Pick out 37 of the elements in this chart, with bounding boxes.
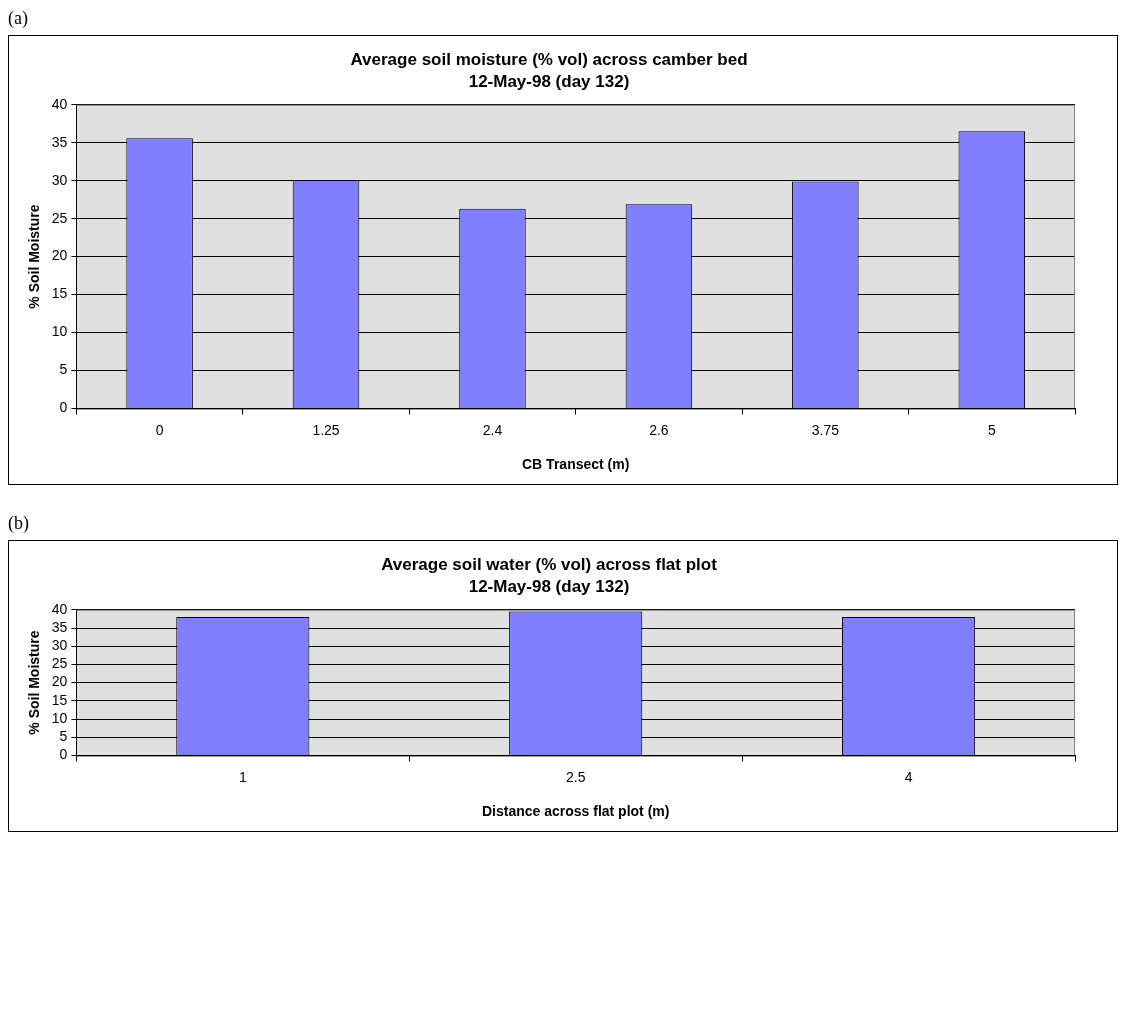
y-tick-label: 10 <box>51 323 68 340</box>
text: (a) <box>8 8 29 29</box>
y-tick-label: 30 <box>51 171 68 188</box>
x-tick-label: 4 <box>904 768 913 785</box>
x-tick-label: 1.25 <box>312 421 340 438</box>
x-tick-label: 2.5 <box>565 768 586 785</box>
x-tick-label: 1 <box>238 768 247 785</box>
y-tick-label: 40 <box>51 600 68 617</box>
y-tick-label: 0 <box>59 746 68 763</box>
y-tick-label: 0 <box>59 399 68 416</box>
y-tick-label: 35 <box>51 618 68 635</box>
y-tick-label: 20 <box>51 247 68 264</box>
x-tick-label: 2.4 <box>482 421 503 438</box>
x-tick-label: 3.75 <box>811 421 840 438</box>
chart-title: Average soil water (% vol) across flat plot <box>381 554 718 574</box>
y-tick-label: 35 <box>51 133 68 150</box>
y-axis-title: % Soil Moisture <box>26 204 43 309</box>
chart-title: Average soil moisture (% vol) across camber bed <box>350 49 748 69</box>
y-tick-label: 5 <box>59 361 68 378</box>
y-tick-label: 40 <box>51 95 68 112</box>
y-tick-label: 30 <box>51 637 68 654</box>
y-tick-label: 20 <box>51 673 68 690</box>
y-tick-label: 25 <box>51 655 68 672</box>
x-tick-label: 5 <box>987 421 996 438</box>
y-tick-label: 15 <box>51 691 68 708</box>
x-axis-title: CB Transect (m) <box>522 456 630 473</box>
chart-subtitle: 12-May-98 (day 132) <box>468 72 630 92</box>
x-tick-label: 2.6 <box>649 421 669 438</box>
y-tick-label: 10 <box>51 709 68 726</box>
y-tick-label: 15 <box>51 285 68 302</box>
y-tick-label: 25 <box>51 209 68 226</box>
x-tick-label: 0 <box>155 421 164 438</box>
x-axis-title: Distance across flat plot (m) <box>481 803 670 820</box>
y-tick-label: 5 <box>59 728 68 745</box>
y-axis-title: % Soil Moisture <box>26 630 43 735</box>
text: (b) <box>8 513 30 534</box>
chart-subtitle: 12-May-98 (day 132) <box>468 577 630 597</box>
